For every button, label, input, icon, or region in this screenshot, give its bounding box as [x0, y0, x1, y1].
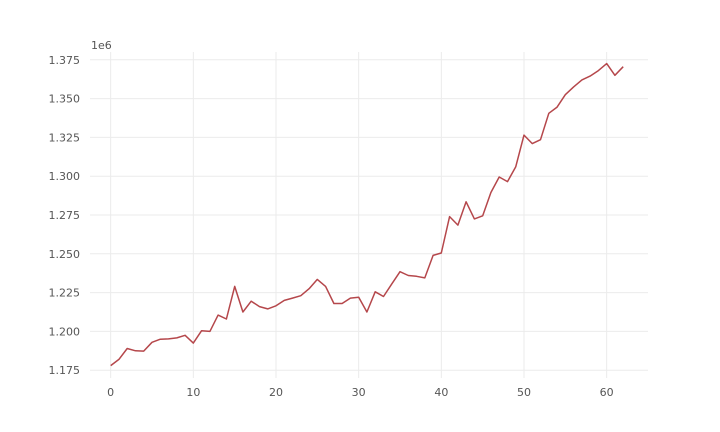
y-tick-label: 1.300: [49, 170, 81, 183]
series-line: [110, 62, 624, 367]
x-tick-labels: 0 10 20 30 40 50 60: [107, 386, 614, 399]
y-tick-label: 1.225: [49, 287, 81, 300]
y-tick-labels: 1.175 1.200 1.225 1.250 1.275 1.300 1.325 1.350…: [49, 54, 81, 377]
y-tick-label: 1.275: [49, 209, 81, 222]
x-tick-label: 10: [186, 386, 200, 399]
y-tick-label: 1.250: [49, 248, 81, 261]
y-tick-label: 1.350: [49, 93, 81, 106]
x-tick-label: 20: [269, 386, 283, 399]
y-tick-label: 1.325: [49, 131, 81, 144]
y-tick-label: 1.175: [49, 364, 81, 377]
series-layer: [110, 62, 624, 367]
y-offset-label: 1e6: [91, 39, 112, 52]
x-tick-label: 30: [352, 386, 366, 399]
x-tick-label: 40: [434, 386, 448, 399]
y-tick-label: 1.200: [49, 325, 81, 338]
y-tick-label: 1.375: [49, 54, 81, 67]
x-tick-label: 60: [600, 386, 614, 399]
y-gridlines: [90, 59, 648, 371]
x-tick-label: 50: [517, 386, 531, 399]
x-tick-label: 0: [107, 386, 114, 399]
